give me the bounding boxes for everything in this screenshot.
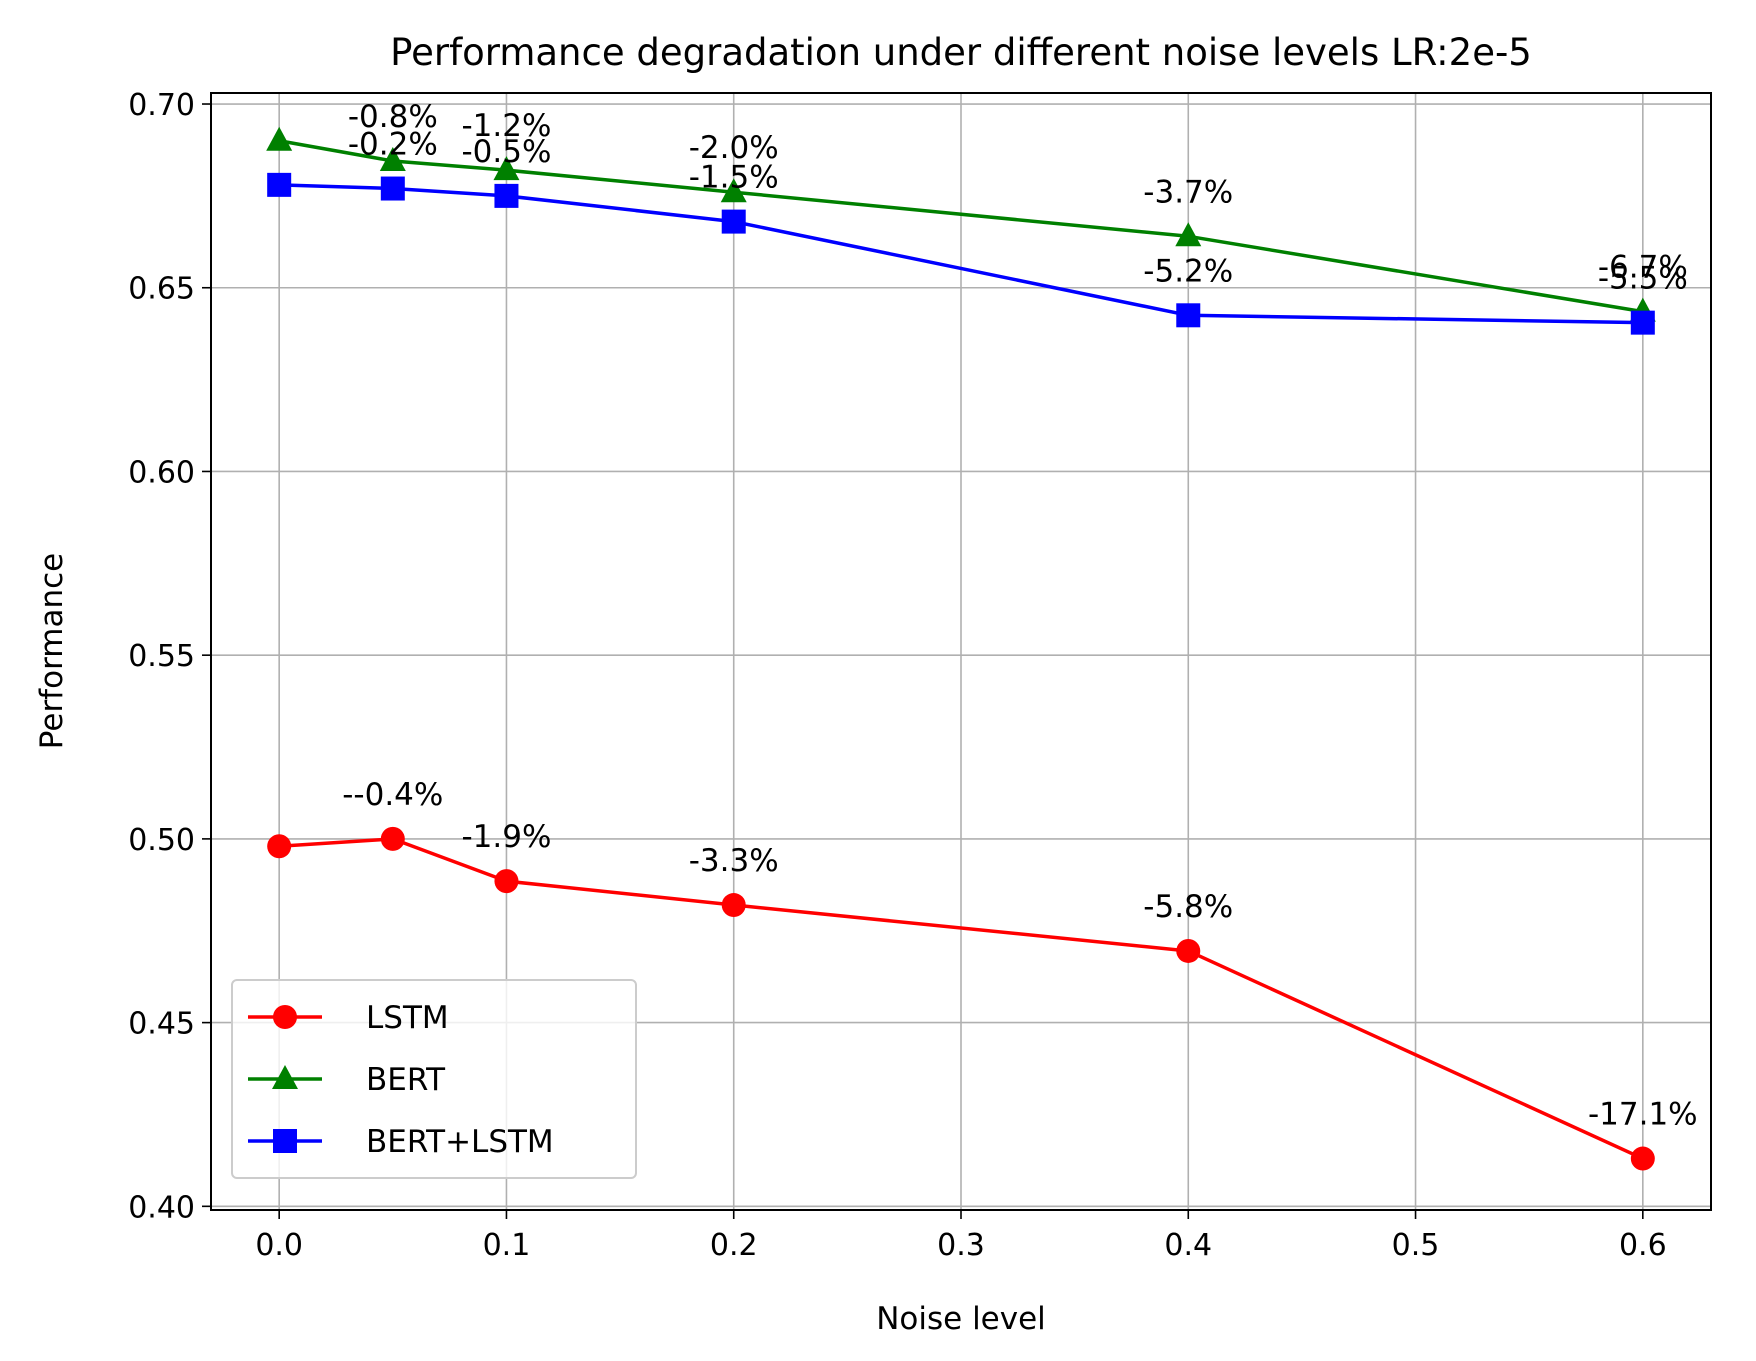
data-label-bert: -0.8% xyxy=(348,99,438,135)
legend: LSTM BERT BERT+LSTM xyxy=(231,979,637,1179)
data-point-lstm xyxy=(494,869,519,894)
data-label-bert: -1.2% xyxy=(461,108,551,144)
series-line-bert-lstm xyxy=(279,183,1643,325)
data-label-bert-lstm: -0.5% xyxy=(461,134,551,170)
data-point-bert-lstm xyxy=(721,209,746,234)
data-label-bert-lstm: -5.5% xyxy=(1598,261,1688,297)
data-point-bert-lstm xyxy=(1630,310,1655,335)
legend-marker-bert-lstm xyxy=(273,1129,297,1153)
ticks: 0.0 0.1 0.2 0.3 0.4 0.5 0.6 0.40 0.45 0.50 0.55 0.6… xyxy=(128,88,1666,1263)
data-label-bert-lstm: -5.2% xyxy=(1143,253,1233,289)
data-point-bert xyxy=(379,146,406,171)
x-tick-label: 0.0 xyxy=(255,1228,303,1263)
legend-label-bert-lstm: BERT+LSTM xyxy=(366,1124,554,1160)
data-point-bert xyxy=(493,156,520,181)
data-point-lstm xyxy=(1176,938,1201,963)
legend-label-lstm: LSTM xyxy=(366,1000,449,1036)
x-tick-label: 0.2 xyxy=(710,1228,758,1263)
data-point-lstm xyxy=(1630,1146,1655,1171)
data-point-lstm xyxy=(380,826,405,851)
legend-label-bert: BERT xyxy=(366,1062,446,1098)
y-tick-label: 0.50 xyxy=(128,823,195,858)
y-tick-label: 0.70 xyxy=(128,88,195,123)
data-point-bert xyxy=(1175,222,1202,247)
data-label-bert: -6.7% xyxy=(1598,250,1688,286)
series-line-bert xyxy=(278,139,1644,314)
data-point-bert xyxy=(266,126,293,151)
legend-marker-lstm xyxy=(273,1005,297,1029)
y-axis-label: Performance xyxy=(34,553,70,749)
x-tick-label: 0.1 xyxy=(483,1228,531,1263)
data-label-bert: -3.7% xyxy=(1143,174,1233,210)
x-tick-label: 0.6 xyxy=(1619,1228,1667,1263)
y-tick-label: 0.65 xyxy=(128,272,195,307)
data-point-bert-lstm xyxy=(1176,303,1201,328)
series-bert xyxy=(266,126,1656,322)
legend-box xyxy=(231,979,637,1179)
y-tick-label: 0.55 xyxy=(128,639,195,674)
data-labels: --0.4% -1.9% -3.3% -5.8% -17.1% -0.8% -1.2% -2.… xyxy=(342,99,1697,1133)
y-tick-label: 0.40 xyxy=(128,1190,195,1225)
series-line-lstm xyxy=(279,837,1644,1161)
x-axis-label: Noise level xyxy=(876,1301,1046,1337)
x-tick-label: 0.3 xyxy=(937,1228,985,1263)
data-point-bert-lstm xyxy=(494,183,519,208)
y-tick-label: 0.45 xyxy=(128,1007,195,1042)
chart-title: Performance degradation under different … xyxy=(390,31,1532,74)
x-tick-label: 0.5 xyxy=(1392,1228,1440,1263)
data-point-bert xyxy=(720,178,747,203)
series-group xyxy=(266,126,1656,1171)
data-point-bert-lstm xyxy=(267,172,292,197)
series-bert-lstm xyxy=(267,172,1655,335)
data-label-lstm: --0.4% xyxy=(342,777,443,813)
data-label-bert-lstm: -1.5% xyxy=(689,160,779,196)
data-label-lstm: -3.3% xyxy=(689,843,779,879)
series-lstm xyxy=(267,826,1655,1171)
x-tick-label: 0.4 xyxy=(1164,1228,1212,1263)
data-label-lstm: -5.8% xyxy=(1143,889,1233,925)
data-point-lstm xyxy=(267,834,292,859)
data-label-lstm: -17.1% xyxy=(1588,1097,1698,1133)
y-tick-label: 0.60 xyxy=(128,455,195,490)
data-point-lstm xyxy=(721,893,746,918)
data-label-bert: -2.0% xyxy=(689,130,779,166)
data-label-bert-lstm: -0.2% xyxy=(348,127,438,163)
legend-marker-bert xyxy=(272,1065,298,1089)
data-label-lstm: -1.9% xyxy=(461,819,551,855)
data-point-bert-lstm xyxy=(380,176,405,201)
